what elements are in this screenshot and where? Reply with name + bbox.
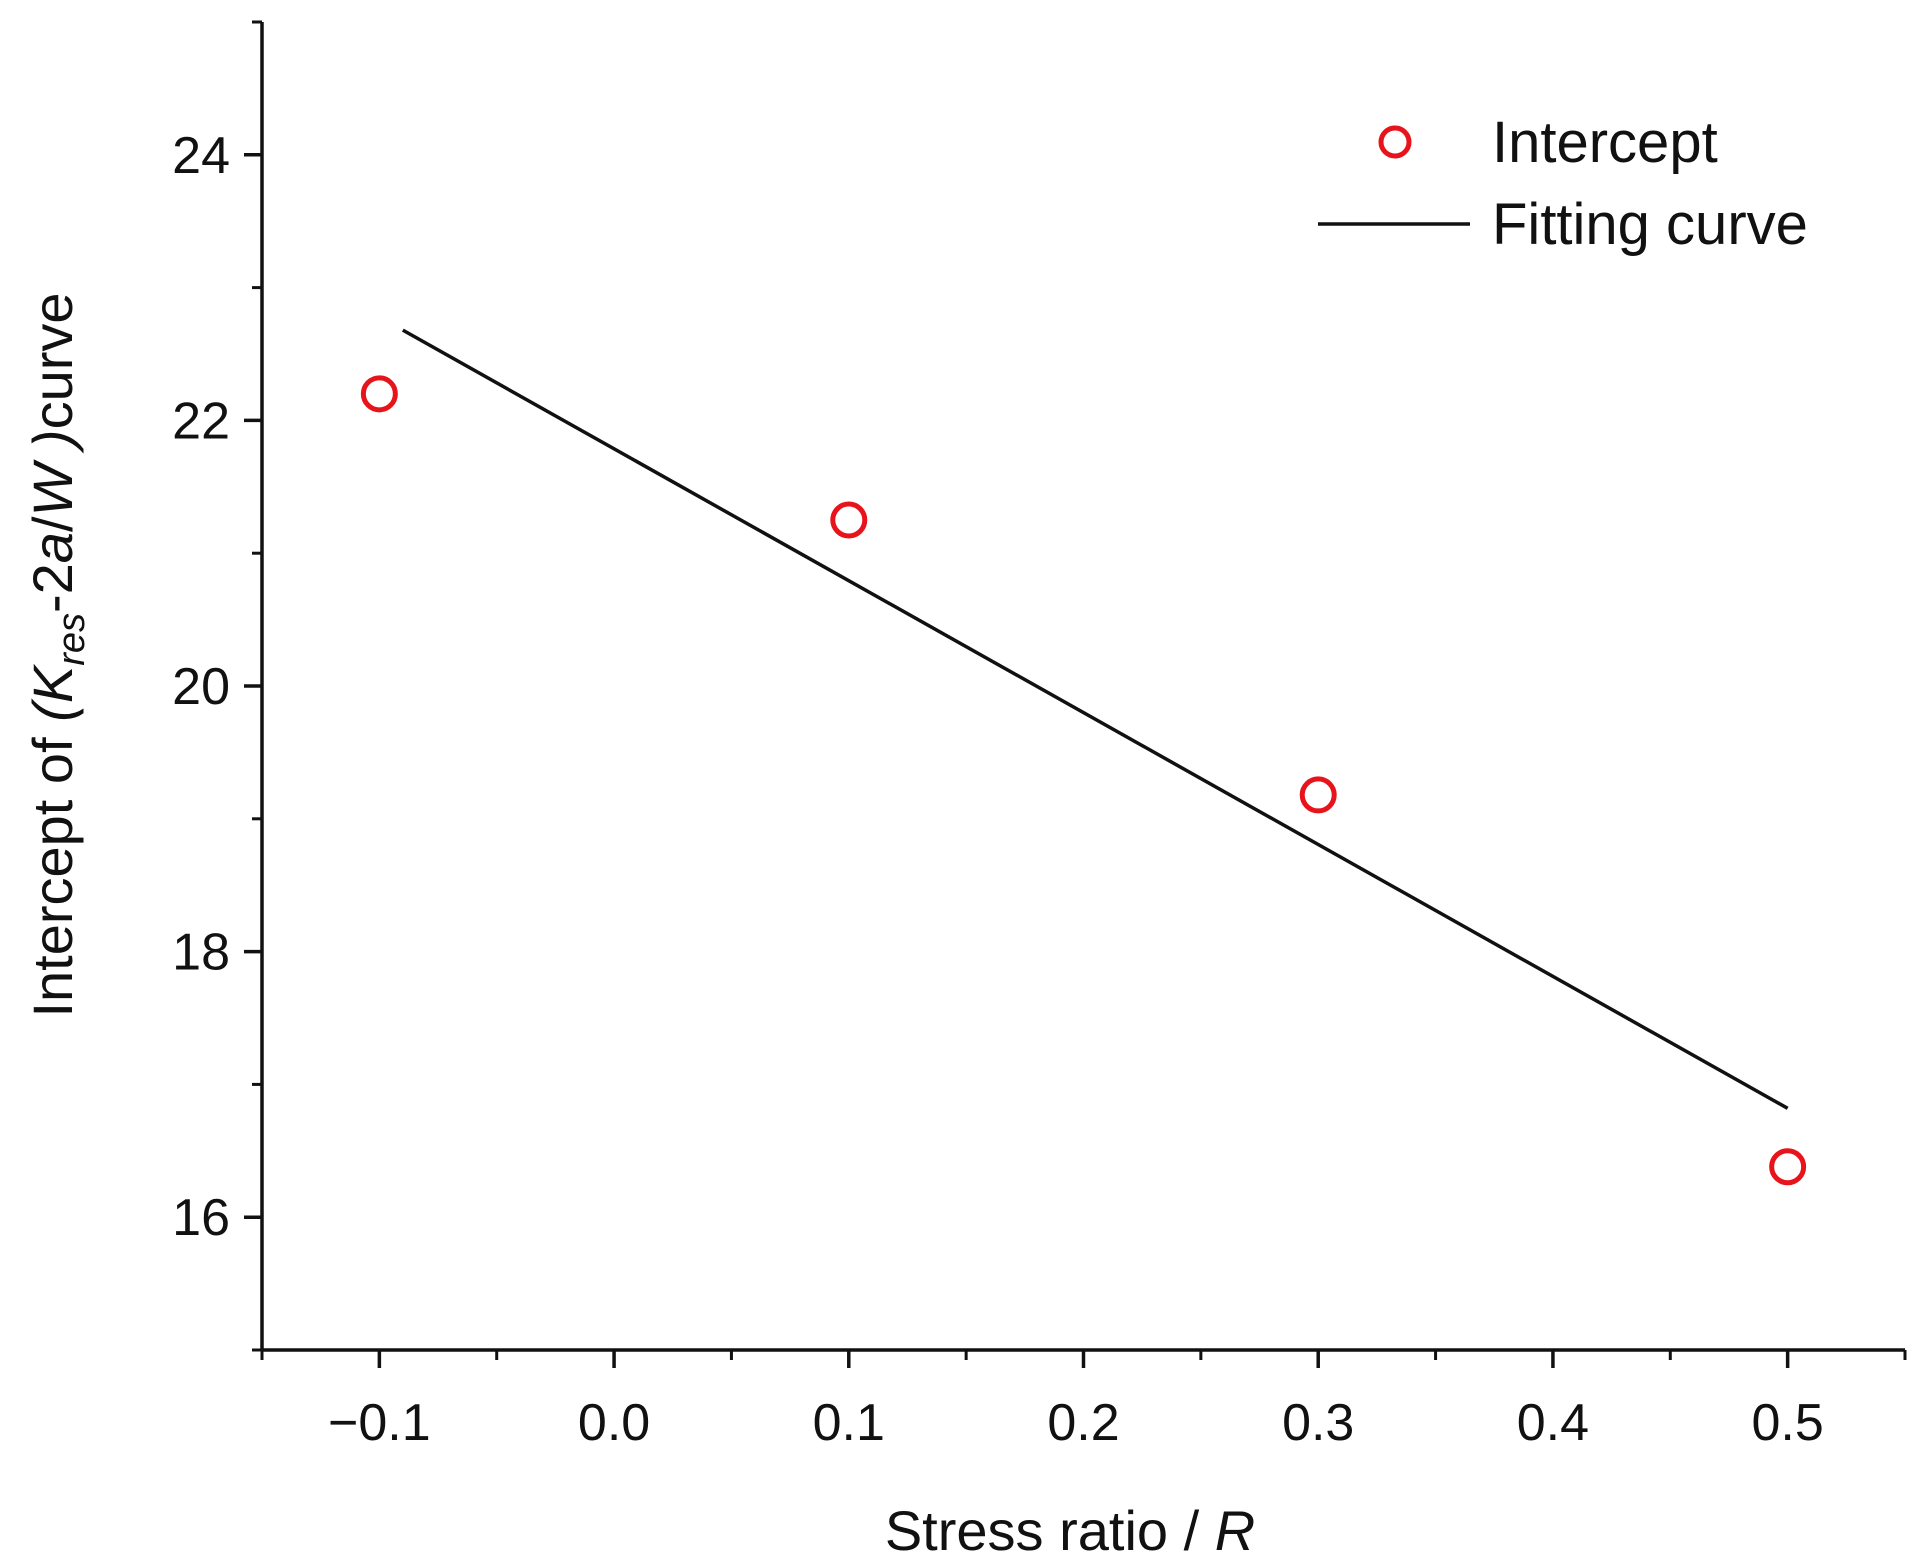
axis-ticks bbox=[244, 20, 1907, 1368]
y-tick-label: 18 bbox=[172, 924, 230, 982]
intercept-point bbox=[830, 501, 868, 539]
x-axis-title: Stress ratio / R bbox=[885, 1499, 1255, 1562]
y-tick-label: 22 bbox=[172, 392, 230, 450]
fitting-curve-line bbox=[401, 328, 1789, 1110]
tick-labels: −0.1 0.0 0.1 0.2 0.3 0.4 0.5 16 18 20 22 24 bbox=[172, 127, 1824, 1452]
plot-series bbox=[360, 328, 1807, 1186]
x-tick-label: 0.5 bbox=[1751, 1394, 1823, 1452]
y-tick-label: 16 bbox=[172, 1189, 230, 1247]
y-tick-label: 20 bbox=[172, 658, 230, 716]
y-axis-title: Intercept of (Kres-2a/W )curve bbox=[21, 292, 93, 1017]
legend-marker-intercept bbox=[1378, 125, 1412, 159]
legend-label-intercept: Intercept bbox=[1492, 110, 1718, 175]
intercept-point bbox=[360, 375, 398, 413]
x-tick-label: −0.1 bbox=[328, 1394, 431, 1452]
legend-label-fitting-curve: Fitting curve bbox=[1492, 192, 1808, 257]
intercept-point bbox=[1769, 1148, 1807, 1186]
legend: Intercept Fitting curve bbox=[1318, 110, 1808, 257]
y-tick-label: 24 bbox=[172, 127, 230, 185]
x-tick-label: 0.2 bbox=[1047, 1394, 1119, 1452]
intercept-point bbox=[1299, 776, 1337, 814]
x-tick-label: 0.1 bbox=[813, 1394, 885, 1452]
x-tick-label: 0.0 bbox=[578, 1394, 650, 1452]
x-tick-label: 0.4 bbox=[1517, 1394, 1589, 1452]
x-tick-label: 0.3 bbox=[1282, 1394, 1354, 1452]
